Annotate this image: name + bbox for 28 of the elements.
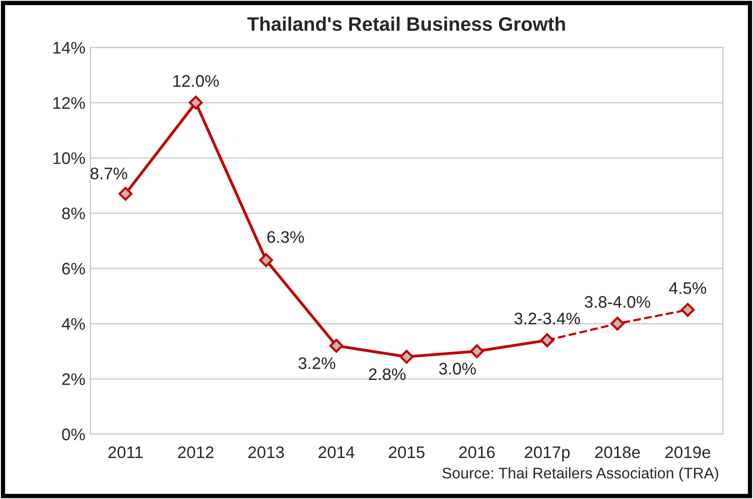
- y-tick-label: 6%: [62, 262, 85, 275]
- data-label: 3.2%: [298, 357, 336, 370]
- data-label: 8.7%: [90, 168, 128, 180]
- y-tick-label: 10%: [53, 152, 85, 164]
- y-tick-label: 2%: [62, 373, 85, 386]
- x-tick-label: 2016: [459, 446, 495, 458]
- chart-title: Thailand's Retail Business Growth: [247, 16, 565, 31]
- y-tick-label: 0%: [62, 428, 85, 440]
- annotation: 3.8-4.0%: [584, 296, 650, 308]
- y-tick-label: 8%: [62, 208, 85, 220]
- x-tick-label: 2015: [388, 446, 424, 458]
- x-tick-label: 2018e: [595, 446, 640, 458]
- data-label: 4.5%: [669, 282, 706, 294]
- data-label: 3.0%: [439, 362, 476, 375]
- x-tick-label: 2017p: [524, 446, 570, 462]
- y-tick-label: 12%: [53, 97, 85, 109]
- annotation: 3.2-3.4%: [514, 312, 580, 324]
- data-label: 2.8%: [369, 368, 406, 380]
- x-tick-label: 2013: [248, 446, 284, 458]
- x-tick-label: 2014: [318, 446, 354, 458]
- x-tick-label: 2019e: [665, 446, 710, 458]
- x-tick-label: 2011: [108, 446, 143, 458]
- data-label: 12.0%: [173, 75, 219, 87]
- y-tick-label: 4%: [62, 318, 85, 330]
- x-tick-label: 2012: [178, 446, 214, 458]
- source-note: Source: Thai Retailers Association (TRA): [442, 467, 718, 482]
- y-tick-label: 14%: [53, 42, 85, 54]
- data-label: 6.3%: [267, 231, 304, 243]
